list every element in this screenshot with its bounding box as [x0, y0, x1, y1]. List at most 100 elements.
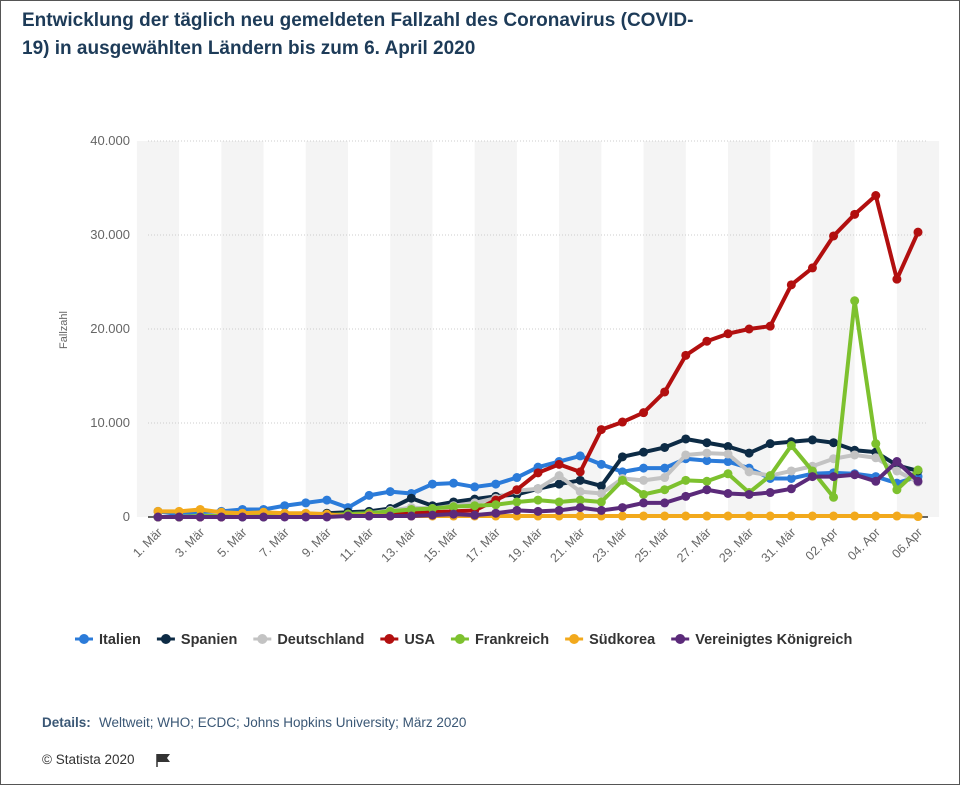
point [639, 475, 649, 485]
point [786, 484, 796, 494]
legend-label: Deutschland [277, 632, 364, 648]
point [765, 321, 775, 331]
point [850, 209, 860, 219]
point [829, 438, 839, 448]
legend-item[interactable]: Vereinigtes Königreich [671, 632, 852, 648]
point [871, 453, 881, 463]
point [765, 511, 775, 521]
point [829, 231, 839, 241]
band [305, 141, 348, 517]
point [786, 280, 796, 290]
details-label: Details: [42, 715, 91, 730]
point [892, 457, 902, 467]
point [850, 511, 860, 521]
legend-item[interactable]: Spanien [156, 632, 237, 648]
point [892, 274, 902, 284]
point [765, 439, 775, 449]
legend-label: Südkorea [589, 632, 656, 648]
y-tick-label: 0 [123, 509, 130, 524]
point [301, 512, 311, 522]
point [575, 503, 585, 513]
legend-item[interactable]: Frankreich [450, 632, 549, 648]
point [913, 512, 923, 522]
point [385, 511, 395, 521]
y-axis-label: Fallzahl [58, 311, 70, 349]
point [829, 472, 839, 482]
point [723, 449, 733, 459]
point [406, 504, 416, 514]
point [491, 500, 501, 510]
point [470, 510, 480, 520]
point [807, 435, 817, 445]
point [449, 509, 459, 519]
point [913, 227, 923, 237]
point [533, 468, 543, 478]
legend-label: USA [404, 632, 435, 648]
point [639, 447, 649, 457]
point [723, 469, 733, 479]
point [617, 475, 627, 485]
legend-item[interactable]: Deutschland [253, 632, 364, 648]
point [596, 497, 606, 507]
point [723, 442, 733, 451]
copyright: © Statista 2020 [42, 752, 135, 767]
point [660, 473, 670, 483]
point [639, 489, 649, 499]
point [702, 336, 712, 346]
point [427, 504, 437, 514]
point [195, 512, 205, 522]
point [617, 417, 627, 427]
point [237, 512, 247, 522]
point [786, 466, 796, 476]
point [850, 450, 860, 460]
point [575, 451, 585, 461]
point [913, 476, 923, 486]
point [702, 448, 712, 458]
point [364, 511, 374, 521]
point [829, 492, 839, 502]
point [892, 466, 902, 476]
point [596, 459, 606, 469]
legend-item[interactable]: USA [380, 632, 435, 648]
point [723, 329, 733, 339]
point [259, 512, 269, 522]
point [639, 408, 649, 418]
point [470, 501, 480, 511]
point [153, 512, 163, 522]
point [681, 511, 691, 521]
point [639, 463, 649, 473]
legend-item[interactable]: Südkorea [565, 632, 656, 648]
legend-swatch [79, 634, 89, 644]
point [343, 511, 353, 521]
point [195, 504, 205, 514]
point [681, 350, 691, 360]
legend-item[interactable]: Italien [75, 632, 141, 648]
legend-label: Spanien [181, 632, 237, 648]
point [575, 495, 585, 505]
legend-label: Italien [99, 632, 141, 648]
point [575, 487, 585, 497]
flag-icon [156, 754, 170, 767]
point [871, 476, 881, 486]
legend-swatch [569, 634, 580, 644]
point [596, 489, 606, 498]
point [723, 457, 733, 467]
point [871, 439, 881, 449]
point [744, 511, 754, 521]
point [744, 324, 754, 334]
point [765, 471, 775, 481]
legend-label: Frankreich [475, 632, 549, 648]
band [896, 141, 940, 517]
legend-label: Vereinigtes Königreich [695, 632, 852, 648]
point [681, 475, 691, 485]
point [639, 511, 649, 521]
point [385, 487, 395, 497]
point [702, 476, 712, 486]
point [216, 512, 226, 522]
point [702, 438, 712, 448]
point [617, 452, 627, 462]
point [807, 472, 817, 482]
point [470, 482, 480, 492]
point [681, 434, 691, 444]
